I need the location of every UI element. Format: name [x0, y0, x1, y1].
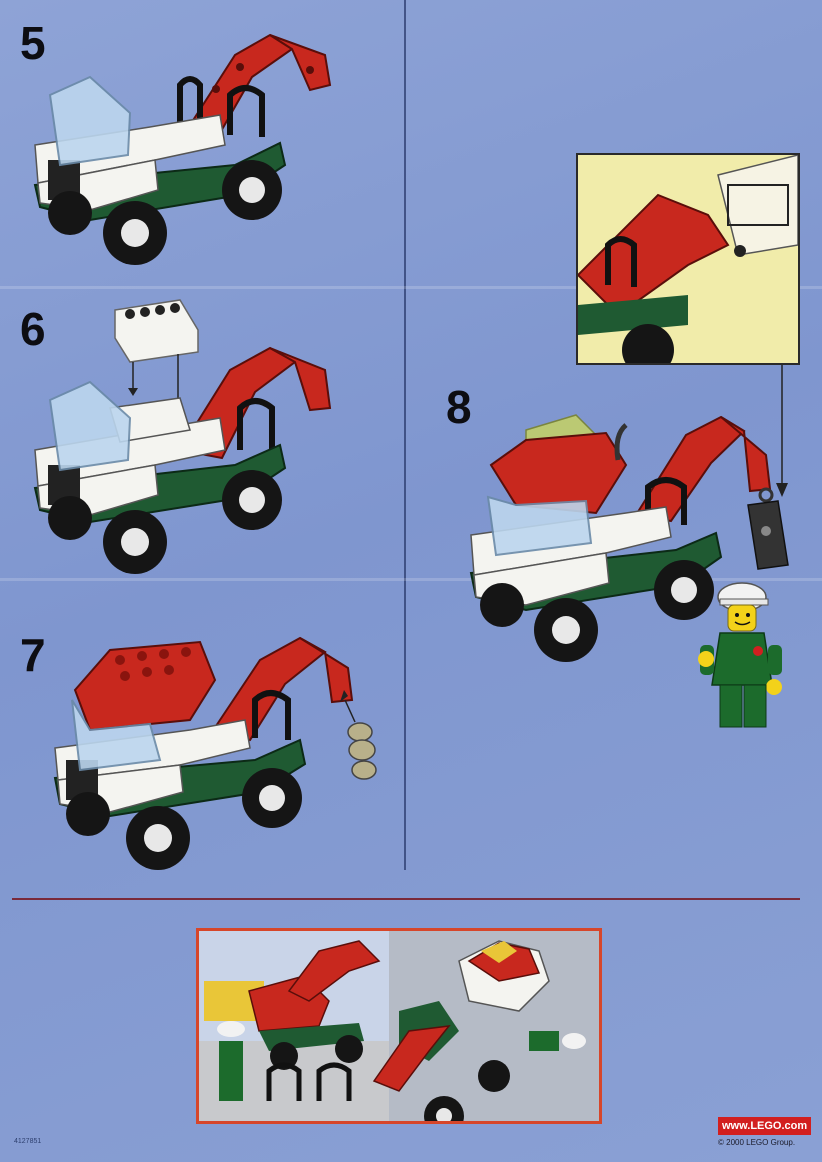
model-alternate-photo [199, 931, 599, 1121]
detail-callout-box [576, 153, 800, 365]
step-7-truck-illustration [53, 636, 377, 870]
hook-tag [747, 487, 789, 570]
center-fold-line [404, 0, 406, 870]
step-number-8: 8 [446, 381, 472, 433]
step-number-5: 5 [20, 17, 46, 69]
red-roof-wedge [73, 640, 217, 732]
fold-crease-2 [0, 578, 822, 581]
hook-part [347, 722, 377, 780]
section-divider [12, 898, 800, 900]
step-number-7: 7 [20, 629, 46, 681]
step-8-truck-illustration [469, 414, 789, 662]
part-number: 4127851 [14, 1138, 42, 1145]
arrow-up-icon [340, 690, 356, 723]
callout-illustration [578, 155, 798, 363]
fold-crease-1 [0, 286, 822, 289]
white-brick-1x4 [114, 299, 199, 363]
lego-website-badge[interactable]: www.LEGO.com [718, 1117, 812, 1135]
copyright-notice: © 2000 LEGO Group. [718, 1138, 796, 1147]
worker-minifigure [698, 582, 782, 728]
callout-pointer-arrow [776, 365, 788, 497]
crane-arm [188, 33, 332, 135]
step-5-truck-illustration [33, 33, 332, 265]
step-number-6: 6 [20, 303, 46, 355]
step-6-truck-illustration [33, 299, 332, 574]
model-photo-frame [196, 928, 602, 1124]
wheels [48, 160, 282, 265]
